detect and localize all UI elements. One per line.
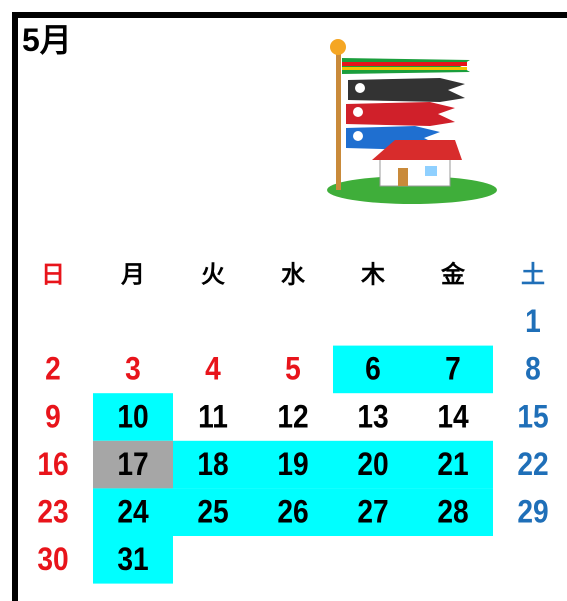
day-highlight xyxy=(93,536,173,584)
left-border xyxy=(12,12,18,601)
weekday-label: 月 xyxy=(120,262,145,289)
day-number: 20 xyxy=(357,447,388,482)
day-highlight xyxy=(173,488,253,536)
weekday-label: 日 xyxy=(41,262,65,289)
weekday-label: 木 xyxy=(360,262,386,289)
day-number: 13 xyxy=(357,400,388,435)
day-highlight xyxy=(413,440,493,489)
day-highlight xyxy=(253,440,333,489)
day-number: 5 xyxy=(285,352,301,387)
month-title: 5月 xyxy=(22,22,72,58)
day-number: 22 xyxy=(517,447,548,482)
day-highlight xyxy=(413,488,493,536)
day-number: 27 xyxy=(357,495,388,530)
day-number: 28 xyxy=(437,495,468,530)
day-highlight xyxy=(333,345,413,394)
top-border xyxy=(12,12,567,18)
day-number: 19 xyxy=(277,447,308,482)
day-number: 18 xyxy=(197,447,228,482)
day-number: 12 xyxy=(277,400,308,435)
day-number: 8 xyxy=(525,352,541,387)
day-number: 4 xyxy=(205,352,221,387)
day-highlight xyxy=(413,345,493,394)
weekday-label: 金 xyxy=(440,261,466,289)
day-highlight xyxy=(93,488,173,536)
day-number: 24 xyxy=(117,495,149,530)
weekday-label: 水 xyxy=(281,262,306,289)
day-number: 15 xyxy=(517,400,548,435)
day-highlight xyxy=(333,440,413,489)
day-number: 6 xyxy=(365,352,381,387)
day-number: 30 xyxy=(37,542,68,577)
day-highlight xyxy=(253,488,333,536)
day-number: 25 xyxy=(197,495,228,530)
day-number: 17 xyxy=(117,447,148,482)
koinobori-illustration xyxy=(327,39,497,204)
day-number: 7 xyxy=(445,352,461,387)
day-number: 10 xyxy=(117,400,148,435)
day-highlight xyxy=(93,440,173,489)
day-number: 9 xyxy=(45,400,61,435)
day-number: 16 xyxy=(37,447,68,482)
day-highlight xyxy=(93,393,173,441)
day-number: 23 xyxy=(37,495,68,530)
day-number: 29 xyxy=(517,495,548,530)
day-number: 14 xyxy=(437,400,469,435)
day-number: 2 xyxy=(45,352,61,387)
day-number: 3 xyxy=(125,352,141,387)
weekday-label: 土 xyxy=(521,262,545,289)
day-number: 1 xyxy=(525,304,541,339)
day-number: 31 xyxy=(117,542,148,577)
day-number: 26 xyxy=(277,495,308,530)
day-highlight xyxy=(173,440,253,489)
day-highlight xyxy=(333,488,413,536)
weekday-label: 火 xyxy=(201,262,225,289)
day-number: 21 xyxy=(437,447,468,482)
day-number: 11 xyxy=(198,400,228,435)
